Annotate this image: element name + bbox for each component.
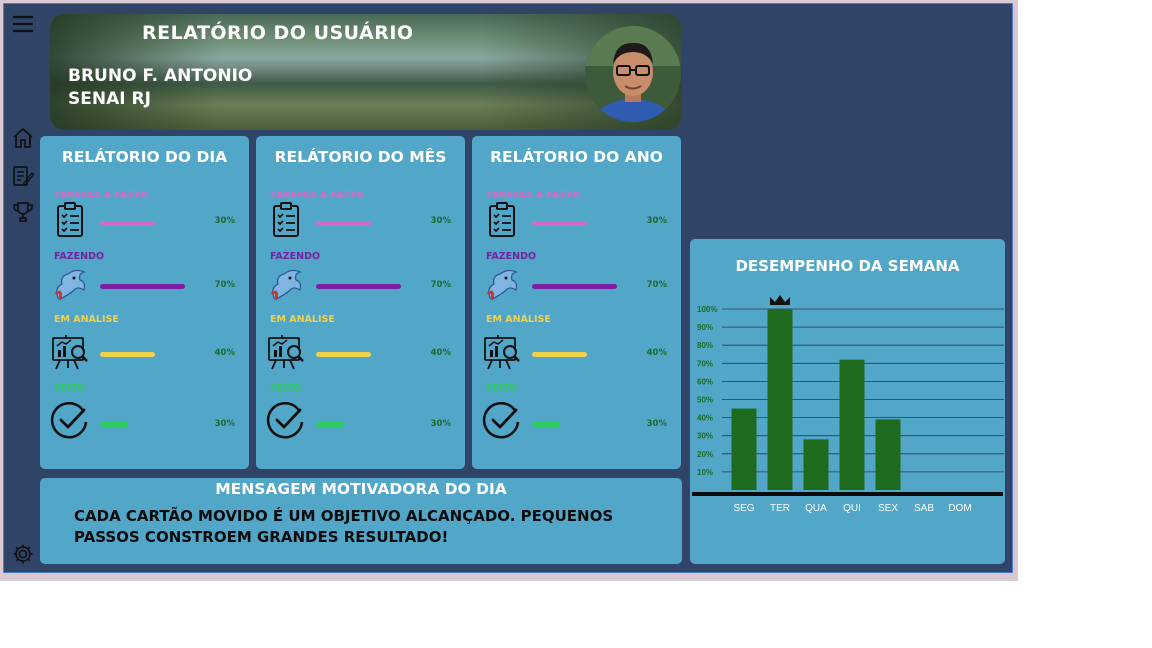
label-doing: FAZENDO (270, 251, 321, 262)
label-review: EM ANÁLISE (270, 314, 335, 325)
progress-bar-todo (100, 221, 155, 226)
dragon-icon (50, 264, 90, 304)
label-todo: TAREFAS A FAZER (270, 190, 364, 201)
card-title: RELÁTORIO DO ANO (490, 148, 663, 166)
settings-icon[interactable] (11, 542, 35, 566)
menu-icon[interactable] (11, 12, 35, 36)
crown-icon (770, 295, 790, 305)
user-organization: SENAI RJ (68, 89, 151, 109)
label-review: EM ANÁLISE (486, 314, 551, 325)
percent-doing: 70% (430, 280, 451, 290)
progress-bar-doing (532, 284, 617, 289)
y-tick-label: 10% (697, 468, 713, 477)
motivational-message-card: MENSAGEM MOTIVADORA DO DIA CADA CARTÃO M… (40, 478, 682, 564)
analytics-board-icon (266, 332, 306, 372)
check-circle-icon (266, 400, 306, 440)
bar-sex (875, 419, 901, 490)
percent-todo: 30% (646, 216, 667, 226)
check-circle-icon (482, 400, 522, 440)
y-tick-label: 70% (697, 359, 713, 368)
x-tick-label: QUA (805, 503, 827, 514)
percent-done: 30% (646, 419, 667, 429)
y-tick-label: 20% (697, 450, 713, 459)
user-banner: RELATÓRIO DO USUÁRIO BRUNO F. ANTONIO SE… (50, 14, 682, 130)
checklist-icon (266, 200, 306, 240)
checklist-icon (482, 200, 522, 240)
y-tick-label: 40% (697, 414, 713, 423)
chart-title: DESEMPENHO DA SEMANA (735, 257, 960, 275)
home-icon[interactable] (11, 126, 35, 150)
y-tick-label: 90% (697, 323, 713, 332)
percent-todo: 30% (430, 216, 451, 226)
analytics-board-icon (482, 332, 522, 372)
progress-bar-review (100, 352, 155, 357)
progress-bar-done (532, 422, 560, 427)
x-tick-label: QUI (843, 503, 861, 514)
label-done: FEITO (486, 383, 518, 394)
x-tick-label: TER (770, 503, 790, 514)
progress-bar-done (316, 422, 344, 427)
bar-ter (767, 309, 793, 490)
card-title: RELÁTORIO DO MÊS (274, 148, 447, 166)
percent-review: 40% (646, 348, 667, 358)
bar-qui (839, 359, 865, 490)
dragon-icon (482, 264, 522, 304)
y-tick-label: 50% (697, 396, 713, 405)
message-text: CADA CARTÃO MOVIDO É UM OBJETIVO ALCANÇA… (74, 507, 614, 546)
bar-qua (803, 439, 829, 490)
report-card-month: RELÁTORIO DO MÊS TAREFAS A FAZER 30% FAZ… (256, 136, 465, 469)
trophy-icon[interactable] (11, 200, 35, 224)
window-frame: RELATÓRIO DO USUÁRIO BRUNO F. ANTONIO SE… (0, 0, 1018, 581)
analytics-board-icon (50, 332, 90, 372)
label-doing: FAZENDO (486, 251, 537, 262)
bar-seg (731, 408, 757, 490)
avatar[interactable] (585, 26, 681, 122)
y-tick-label: 30% (697, 432, 713, 441)
label-review: EM ANÁLISE (54, 314, 119, 325)
percent-doing: 70% (214, 280, 235, 290)
x-tick-label: SAB (914, 503, 934, 514)
x-tick-label: DOM (948, 503, 971, 514)
banner-background-left (50, 14, 220, 130)
label-doing: FAZENDO (54, 251, 105, 262)
label-done: FEITO (54, 383, 86, 394)
page-title: RELATÓRIO DO USUÁRIO (142, 22, 414, 44)
label-done: FEITO (270, 383, 302, 394)
user-name: BRUNO F. ANTONIO (68, 66, 253, 86)
percent-todo: 30% (214, 216, 235, 226)
card-title: RELÁTORIO DO DIA (61, 148, 228, 166)
y-tick-label: 100% (697, 305, 717, 314)
app-root: RELATÓRIO DO USUÁRIO BRUNO F. ANTONIO SE… (3, 3, 1013, 573)
progress-bar-done (100, 422, 128, 427)
weekly-performance-card: DESEMPENHO DA SEMANA 10% 20% 30% 40% 50% 60% 7… (690, 239, 1005, 564)
report-card-day: RELÁTORIO DO DIA TAREFAS A FAZER 30% FAZ… (40, 136, 249, 469)
x-tick-label: SEX (878, 503, 898, 514)
edit-icon[interactable] (11, 164, 35, 188)
x-tick-label: SEG (733, 503, 754, 514)
progress-bar-todo (316, 221, 371, 226)
weekly-bar-chart: 10% 20% 30% 40% 50% 60% 70% 80% 90% 100% SEG TER QUA… (692, 295, 1004, 514)
progress-bar-review (532, 352, 587, 357)
progress-bar-review (316, 352, 371, 357)
percent-doing: 70% (646, 280, 667, 290)
y-tick-label: 60% (697, 377, 713, 386)
label-todo: TAREFAS A FAZER (486, 190, 580, 201)
label-todo: TAREFAS A FAZER (54, 190, 148, 201)
check-circle-icon (50, 400, 90, 440)
checklist-icon (50, 200, 90, 240)
progress-bar-todo (532, 221, 587, 226)
message-title: MENSAGEM MOTIVADORA DO DIA (215, 480, 507, 498)
progress-bar-doing (316, 284, 401, 289)
percent-review: 40% (214, 348, 235, 358)
dragon-icon (266, 264, 306, 304)
progress-bar-doing (100, 284, 185, 289)
y-tick-label: 80% (697, 341, 713, 350)
percent-review: 40% (430, 348, 451, 358)
percent-done: 30% (430, 419, 451, 429)
report-card-year: RELÁTORIO DO ANO TAREFAS A FAZER 30% FAZ… (472, 136, 681, 469)
percent-done: 30% (214, 419, 235, 429)
